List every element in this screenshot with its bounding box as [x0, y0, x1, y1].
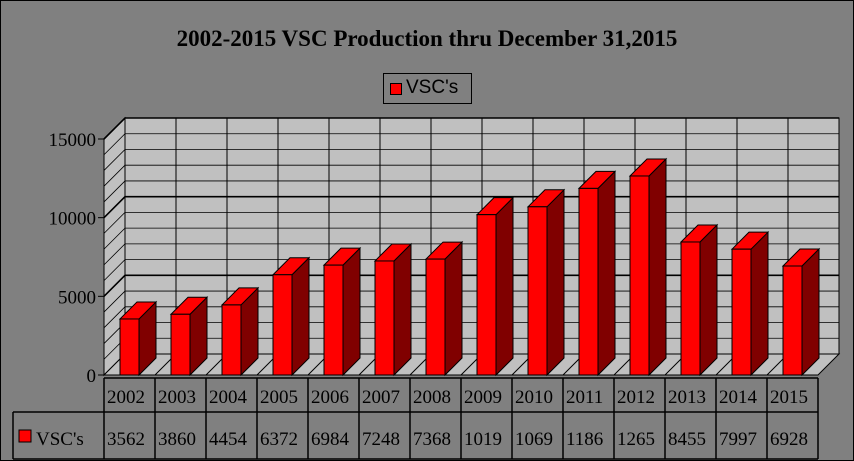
bar-front — [272, 274, 293, 376]
data-label: 4454 — [209, 429, 248, 450]
bar-2007 — [373, 242, 413, 377]
data-label: 1186 — [566, 429, 603, 450]
bars — [118, 157, 821, 377]
x-tick-label: 2003 — [158, 387, 196, 408]
bar-front — [680, 241, 701, 376]
legend-label: VSC's — [406, 77, 459, 98]
bar-front — [782, 265, 803, 376]
bar-front — [425, 258, 446, 376]
bar-2008 — [424, 240, 464, 377]
table-series-name: VSC's — [36, 429, 84, 450]
bar-side — [291, 256, 310, 377]
bar-side — [393, 242, 412, 377]
bar-2005 — [271, 256, 311, 377]
chart-walls — [102, 116, 841, 377]
x-tick-label: 2006 — [311, 387, 349, 408]
data-label: 7368 — [413, 429, 451, 450]
bar-side — [801, 247, 820, 377]
bar-side — [495, 196, 514, 377]
minor-gridline — [103, 164, 839, 187]
x-tick-label: 2010 — [515, 387, 553, 408]
legend: VSC's — [383, 73, 472, 104]
bar-side — [546, 188, 565, 377]
bar-side — [597, 170, 616, 377]
x-tick-label: 2009 — [464, 387, 502, 408]
data-label: 6372 — [260, 429, 298, 450]
bar-front — [119, 318, 140, 376]
bar-front — [170, 313, 191, 376]
y-tick-label: 15000 — [49, 130, 97, 151]
bar-side — [699, 223, 718, 377]
bar-2006 — [322, 246, 362, 377]
data-label: 6928 — [770, 429, 808, 450]
x-tick-label: 2014 — [719, 387, 758, 408]
data-label: 7248 — [362, 429, 400, 450]
bar-side — [750, 230, 769, 377]
bar-front — [323, 264, 344, 376]
data-label: 1265 — [617, 429, 655, 450]
x-tick-label: 2005 — [260, 387, 298, 408]
data-label: 7997 — [719, 429, 757, 450]
data-label: 1069 — [515, 429, 553, 450]
table-legend-swatch — [18, 429, 32, 443]
bar-2014 — [730, 230, 770, 377]
bar-front — [221, 304, 242, 376]
bar-front — [527, 206, 548, 376]
data-label: 3860 — [158, 429, 196, 450]
bar-2012 — [628, 157, 668, 377]
chart-title: 2002-2015 VSC Production thru December 3… — [176, 26, 678, 51]
x-tick-label: 2004 — [209, 387, 248, 408]
bar-front — [731, 248, 752, 376]
x-tick-label: 2008 — [413, 387, 451, 408]
bar-front — [476, 214, 497, 376]
data-table: 2002 2003 2004 2005 2006 2007 2008 2009 2010 2011… — [12, 377, 819, 460]
bar-front — [374, 260, 395, 376]
data-label: 1019 — [464, 429, 502, 450]
y-axis: 0 5000 10000 15000 — [49, 130, 104, 387]
bar-front — [578, 187, 599, 376]
bar-2011 — [577, 170, 617, 377]
y-tick-label: 5000 — [58, 287, 96, 308]
data-label: 8455 — [668, 429, 706, 450]
minor-gridline — [103, 149, 839, 171]
bar-2010 — [526, 188, 566, 377]
major-gridline — [103, 117, 839, 140]
bar-2004 — [220, 286, 260, 377]
bar-2003 — [169, 296, 209, 377]
x-tick-label: 2002 — [107, 387, 145, 408]
legend-swatch — [390, 83, 402, 95]
y-tick-label: 10000 — [49, 209, 97, 230]
bar-2015 — [781, 247, 821, 377]
bar-2002 — [118, 300, 158, 377]
minor-gridline — [103, 133, 839, 156]
bar-side — [648, 157, 667, 377]
bar-side — [342, 246, 361, 377]
x-tick-label: 2011 — [566, 387, 603, 408]
bar-2013 — [679, 223, 719, 377]
bar-front — [629, 175, 650, 376]
x-tick-label: 2013 — [668, 387, 706, 408]
x-tick-label: 2007 — [362, 387, 400, 408]
data-label: 3562 — [107, 429, 145, 450]
y-tick-label: 0 — [87, 366, 97, 387]
x-tick-label: 2012 — [617, 387, 655, 408]
bar-2009 — [475, 196, 515, 377]
x-tick-label: 2015 — [770, 387, 808, 408]
data-label: 6984 — [311, 429, 350, 450]
bar-side — [444, 240, 463, 377]
